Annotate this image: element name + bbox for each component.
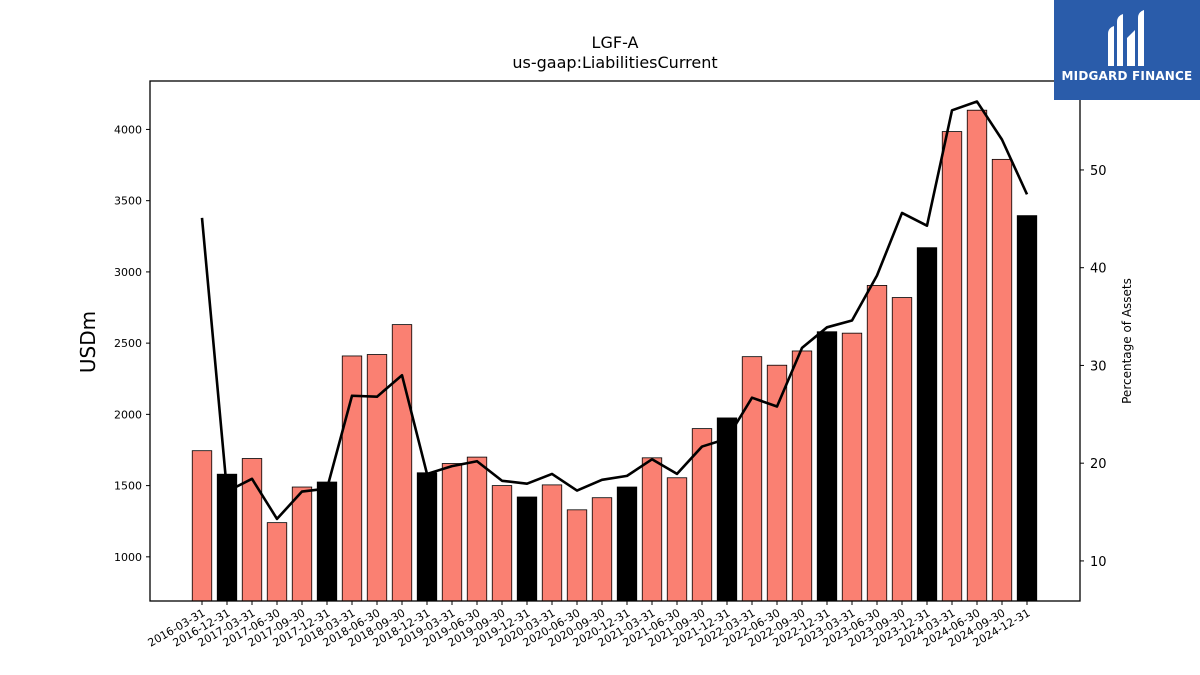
bar	[866, 285, 888, 602]
plot-frame	[149, 80, 1081, 602]
bar	[491, 485, 513, 602]
y2-tick-label: 50	[1090, 164, 1107, 179]
y-tick-label: 4000	[114, 123, 142, 136]
bars-group	[191, 109, 1038, 602]
bar	[991, 158, 1013, 602]
bar	[516, 496, 538, 602]
bar	[616, 486, 638, 602]
bar	[941, 131, 963, 602]
line-group	[200, 100, 1029, 521]
y2-axis-label: Percentage of Assets	[1120, 278, 1134, 404]
brand-logo: MIDGARD FINANCE	[1054, 0, 1200, 100]
y-tick-label: 2500	[114, 337, 142, 350]
percent-line	[200, 100, 1029, 521]
bar	[466, 456, 488, 602]
bar	[716, 417, 738, 602]
y2-tick-label: 20	[1090, 457, 1107, 472]
bar	[966, 109, 988, 602]
bar	[566, 509, 588, 602]
y2-tick-label: 40	[1090, 262, 1107, 277]
y-tick-label: 1000	[114, 551, 142, 564]
bar	[916, 247, 938, 602]
bar	[791, 350, 813, 602]
y-tick-label: 2000	[114, 408, 142, 421]
chart-subtitle: us-gaap:LiabilitiesCurrent	[512, 53, 717, 72]
bar	[891, 297, 913, 602]
bar	[766, 364, 788, 602]
y-axis-label: USDm	[76, 311, 100, 373]
bar	[391, 324, 413, 602]
bar	[591, 497, 613, 602]
bar	[216, 473, 238, 602]
bar	[441, 463, 463, 602]
y2-tick-label: 30	[1090, 359, 1107, 374]
bar	[741, 356, 763, 602]
bar	[341, 355, 363, 602]
bar	[291, 486, 313, 602]
bar	[191, 450, 213, 602]
logo-text: MIDGARD FINANCE	[1061, 69, 1193, 83]
bar	[316, 481, 338, 602]
y2-tick-label: 10	[1090, 555, 1107, 570]
bar	[266, 522, 288, 602]
y-tick-label: 1500	[114, 480, 142, 493]
bar	[541, 484, 563, 602]
y-tick-label: 3500	[114, 195, 142, 208]
chart-title: LGF-A	[592, 33, 639, 52]
bar	[841, 332, 863, 602]
bar	[666, 477, 688, 602]
bar	[416, 472, 438, 602]
logo-mark-icon	[1108, 10, 1144, 66]
bar	[1016, 215, 1038, 602]
bar	[816, 331, 838, 602]
y-tick-label: 3000	[114, 266, 142, 279]
bar	[641, 457, 663, 602]
